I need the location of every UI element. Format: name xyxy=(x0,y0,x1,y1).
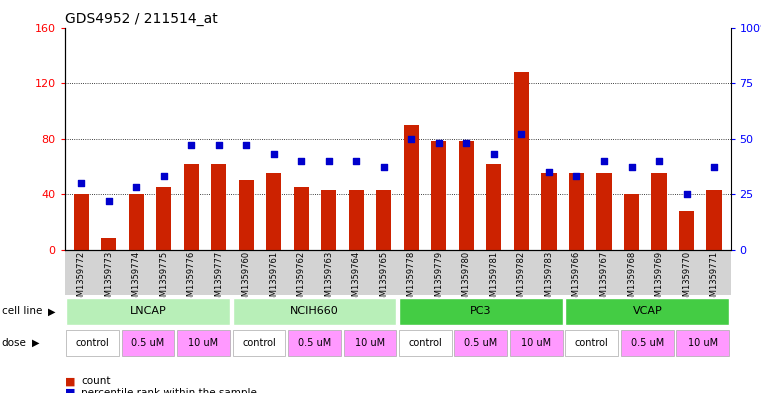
Bar xyxy=(569,173,584,250)
Point xyxy=(653,158,665,164)
Bar xyxy=(679,211,694,250)
Text: VCAP: VCAP xyxy=(632,307,662,316)
Bar xyxy=(212,163,226,250)
Text: ■: ■ xyxy=(65,376,75,386)
Bar xyxy=(399,330,452,356)
Bar xyxy=(565,330,618,356)
Point xyxy=(515,131,527,137)
Bar xyxy=(624,194,639,250)
Text: control: control xyxy=(409,338,442,348)
Text: 10 uM: 10 uM xyxy=(521,338,552,348)
Point xyxy=(295,158,307,164)
Text: control: control xyxy=(242,338,275,348)
Bar xyxy=(156,187,171,250)
Text: control: control xyxy=(75,338,110,348)
Point xyxy=(240,142,253,148)
Point xyxy=(103,198,115,204)
Bar xyxy=(349,190,364,250)
Point xyxy=(75,180,88,186)
Bar xyxy=(404,125,419,250)
Bar xyxy=(431,141,447,250)
Bar xyxy=(239,180,254,250)
Bar xyxy=(122,330,174,356)
Bar xyxy=(459,141,474,250)
Bar xyxy=(376,190,391,250)
Text: control: control xyxy=(575,338,609,348)
Point xyxy=(433,140,445,146)
Bar xyxy=(266,173,282,250)
Bar xyxy=(706,190,721,250)
Text: ▶: ▶ xyxy=(48,307,56,316)
Point xyxy=(488,151,500,157)
Point xyxy=(626,164,638,171)
Bar xyxy=(514,72,529,250)
Bar xyxy=(233,330,285,356)
Point xyxy=(185,142,197,148)
Bar xyxy=(621,330,673,356)
Text: NCIH660: NCIH660 xyxy=(290,307,339,316)
Point xyxy=(598,158,610,164)
Text: 0.5 uM: 0.5 uM xyxy=(631,338,664,348)
Bar xyxy=(454,330,508,356)
Bar xyxy=(399,298,562,325)
Text: PC3: PC3 xyxy=(470,307,492,316)
Bar xyxy=(66,330,119,356)
Point xyxy=(377,164,390,171)
Bar xyxy=(129,194,144,250)
Point xyxy=(158,173,170,180)
Text: percentile rank within the sample: percentile rank within the sample xyxy=(81,388,257,393)
Bar xyxy=(183,163,199,250)
Bar xyxy=(101,239,116,250)
Bar xyxy=(343,330,396,356)
Bar xyxy=(510,330,562,356)
Bar xyxy=(321,190,336,250)
Point xyxy=(323,158,335,164)
Text: count: count xyxy=(81,376,111,386)
Bar xyxy=(294,187,309,250)
Text: ■: ■ xyxy=(65,388,75,393)
Bar xyxy=(677,330,729,356)
Point xyxy=(708,164,720,171)
Point xyxy=(460,140,473,146)
Point xyxy=(350,158,362,164)
Text: GDS4952 / 211514_at: GDS4952 / 211514_at xyxy=(65,13,218,26)
Text: 10 uM: 10 uM xyxy=(688,338,718,348)
Bar xyxy=(486,163,501,250)
Text: dose: dose xyxy=(2,338,27,348)
Point xyxy=(212,142,224,148)
Point xyxy=(406,135,418,142)
Text: 0.5 uM: 0.5 uM xyxy=(464,338,498,348)
Bar xyxy=(541,173,556,250)
Text: LNCAP: LNCAP xyxy=(129,307,167,316)
Point xyxy=(680,191,693,197)
Text: 0.5 uM: 0.5 uM xyxy=(132,338,164,348)
Text: 0.5 uM: 0.5 uM xyxy=(298,338,331,348)
Bar xyxy=(288,330,341,356)
Point xyxy=(543,169,555,175)
Bar xyxy=(74,194,89,250)
Text: 10 uM: 10 uM xyxy=(188,338,218,348)
Text: ▶: ▶ xyxy=(32,338,40,348)
Bar xyxy=(233,298,396,325)
Bar xyxy=(651,173,667,250)
Bar xyxy=(565,298,729,325)
Bar xyxy=(177,330,230,356)
Bar xyxy=(66,298,230,325)
Point xyxy=(130,184,142,191)
Point xyxy=(571,173,583,180)
Point xyxy=(268,151,280,157)
Bar xyxy=(597,173,612,250)
Text: 10 uM: 10 uM xyxy=(355,338,385,348)
Text: cell line: cell line xyxy=(2,307,42,316)
